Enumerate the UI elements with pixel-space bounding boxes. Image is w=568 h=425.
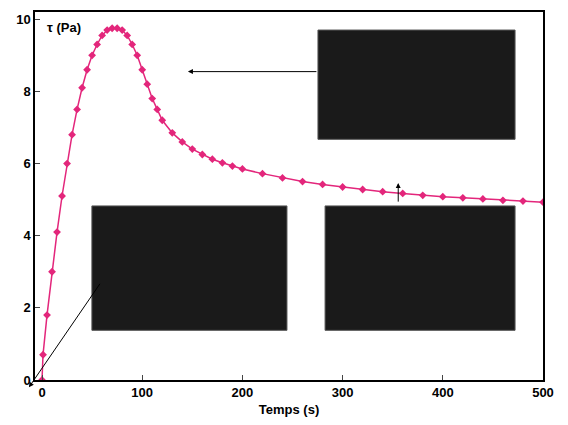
svg-text:0: 0 [38,385,45,400]
svg-text:100: 100 [131,385,153,400]
svg-text:6: 6 [23,156,30,171]
svg-text:Temps (s): Temps (s) [259,402,319,417]
svg-text:τ (Pa): τ (Pa) [47,20,81,35]
svg-text:10: 10 [16,12,30,27]
svg-text:0: 0 [23,373,30,388]
svg-text:8: 8 [23,84,30,99]
svg-text:300: 300 [332,385,354,400]
svg-text:400: 400 [432,385,454,400]
svg-text:2: 2 [23,300,30,315]
svg-text:4: 4 [23,228,31,243]
svg-text:200: 200 [232,385,254,400]
svg-text:500: 500 [532,385,554,400]
